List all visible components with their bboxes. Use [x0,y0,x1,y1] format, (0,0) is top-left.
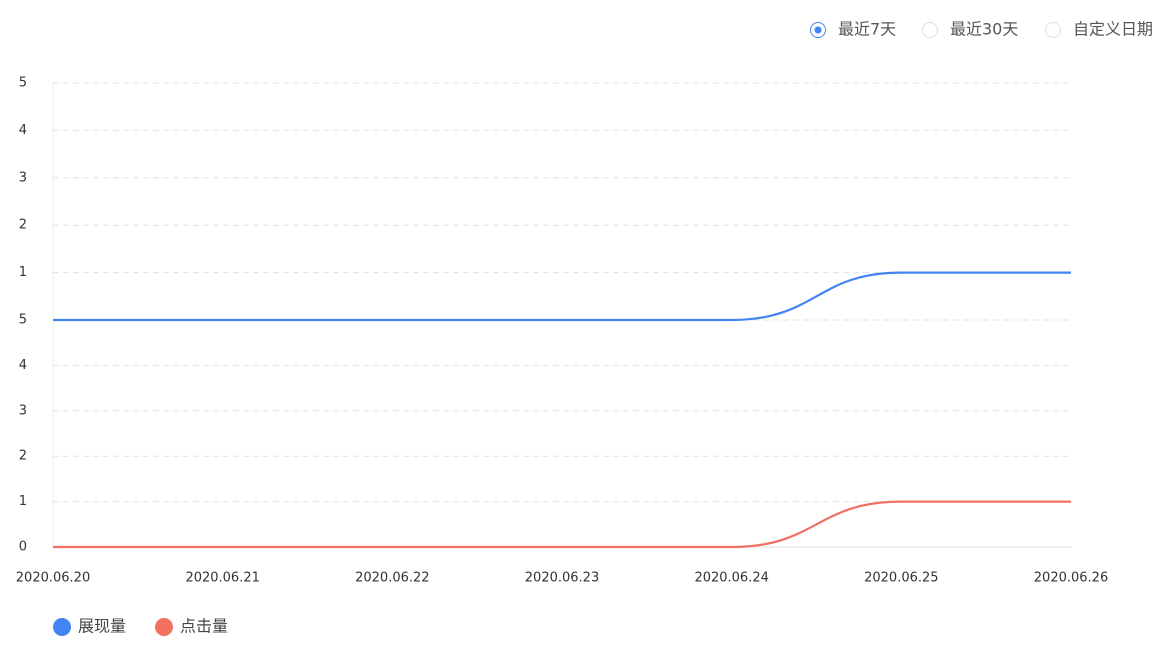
series-line [52,271,1071,322]
x-tick-label: 2020.06.26 [1034,571,1108,586]
legend-swatch[interactable] [155,618,174,636]
y-tick-label: 3 [19,403,27,418]
legend-label[interactable]: 展现量 [78,617,126,636]
y-tick-label: 1 [19,494,27,509]
radio-label[interactable]: 最近30天 [950,20,1018,39]
y-tick-label: 4 [19,358,27,373]
y-tick-label: 5 [19,313,27,328]
radio-label[interactable]: 最近7天 [838,20,896,39]
y-tick-label: 4 [19,123,27,138]
x-tick-label: 2020.06.20 [16,571,90,586]
x-tick-label: 2020.06.25 [864,571,938,586]
x-tick-label: 2020.06.24 [694,571,768,586]
series-line [53,500,1071,549]
y-tick-label: 5 [19,76,27,91]
y-tick-label: 1 [19,265,27,280]
radio[interactable] [922,22,938,38]
x-tick-label: 2020.06.21 [185,571,259,586]
y-tick-label: 3 [19,170,27,185]
x-tick-label: 2020.06.22 [355,571,429,586]
x-tick-label: 2020.06.23 [525,571,599,586]
radio-dot [814,26,822,34]
y-tick-label: 0 [19,540,27,555]
radio[interactable] [1045,22,1061,38]
legend-swatch[interactable] [53,618,71,636]
y-tick-label: 2 [19,218,27,233]
legend-label[interactable]: 点击量 [180,617,228,636]
radio-label[interactable]: 自定义日期 [1073,20,1153,39]
y-tick-label: 2 [19,449,27,464]
